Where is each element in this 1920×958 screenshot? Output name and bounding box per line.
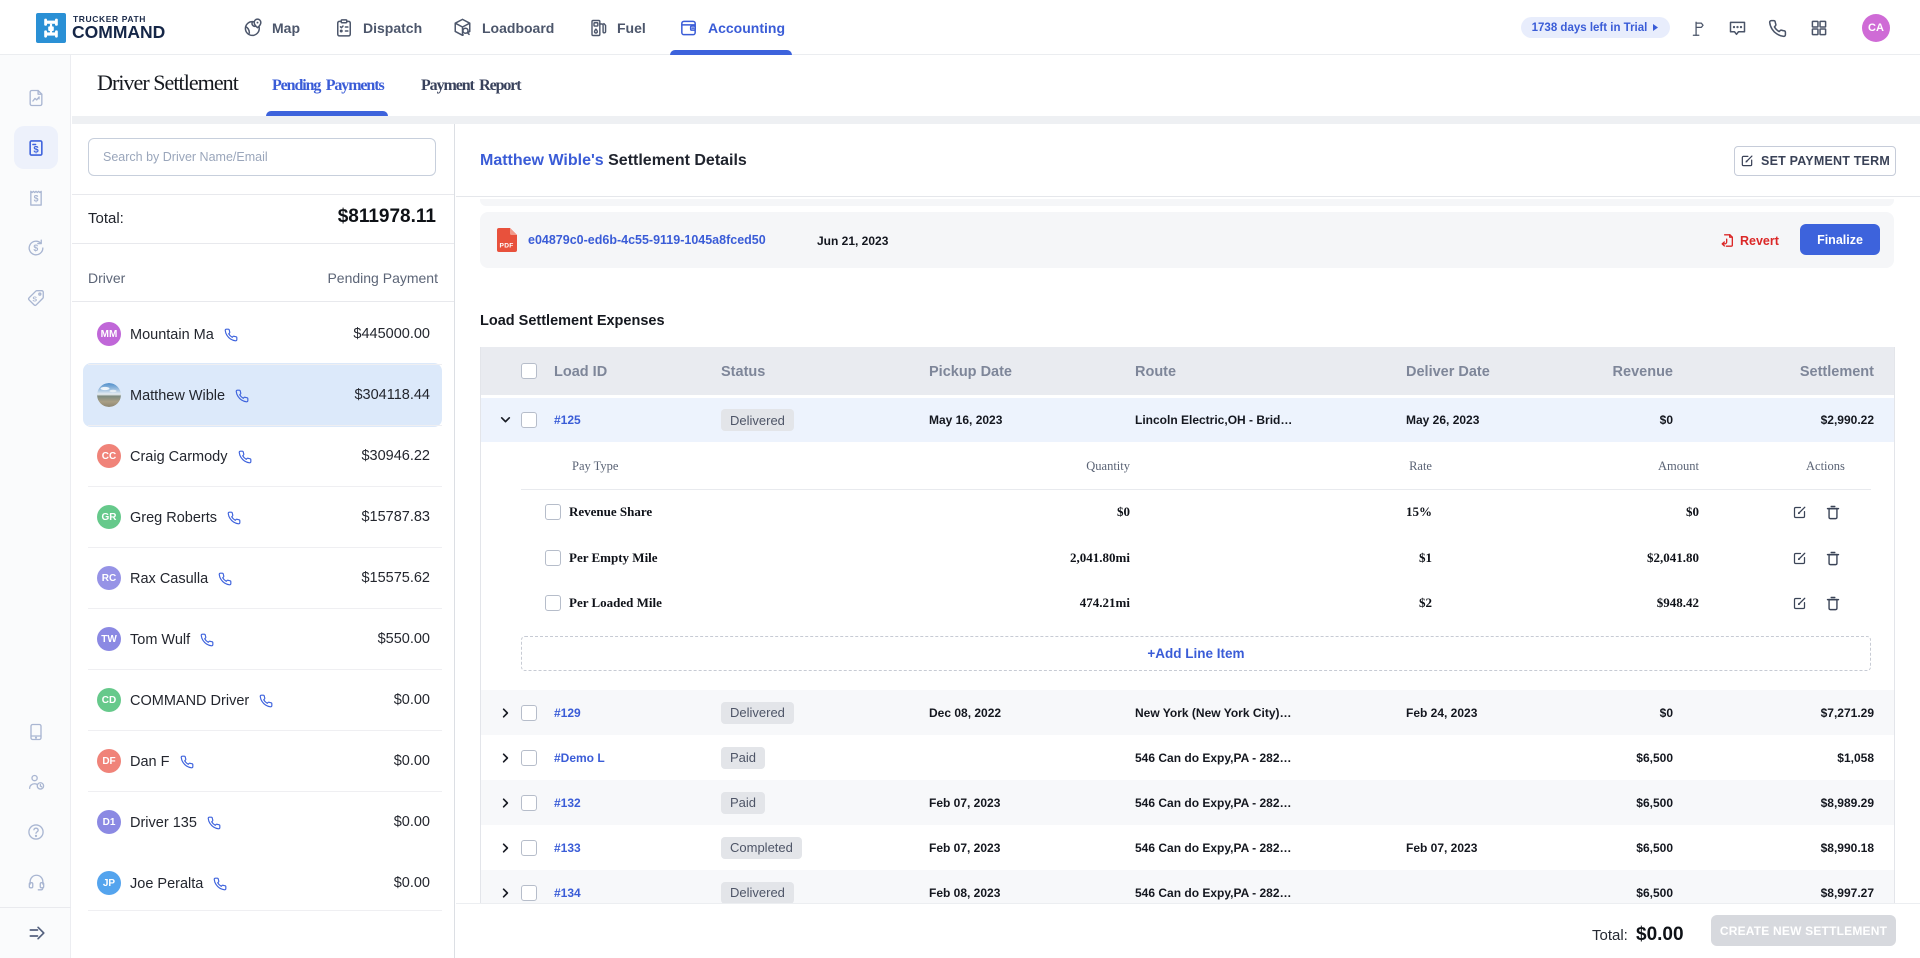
svg-text:PDF: PDF [500, 243, 514, 250]
svg-text:$: $ [34, 194, 39, 204]
svg-text:$: $ [33, 145, 39, 156]
svg-text:$: $ [33, 243, 38, 253]
svg-text:S: S [32, 295, 37, 303]
